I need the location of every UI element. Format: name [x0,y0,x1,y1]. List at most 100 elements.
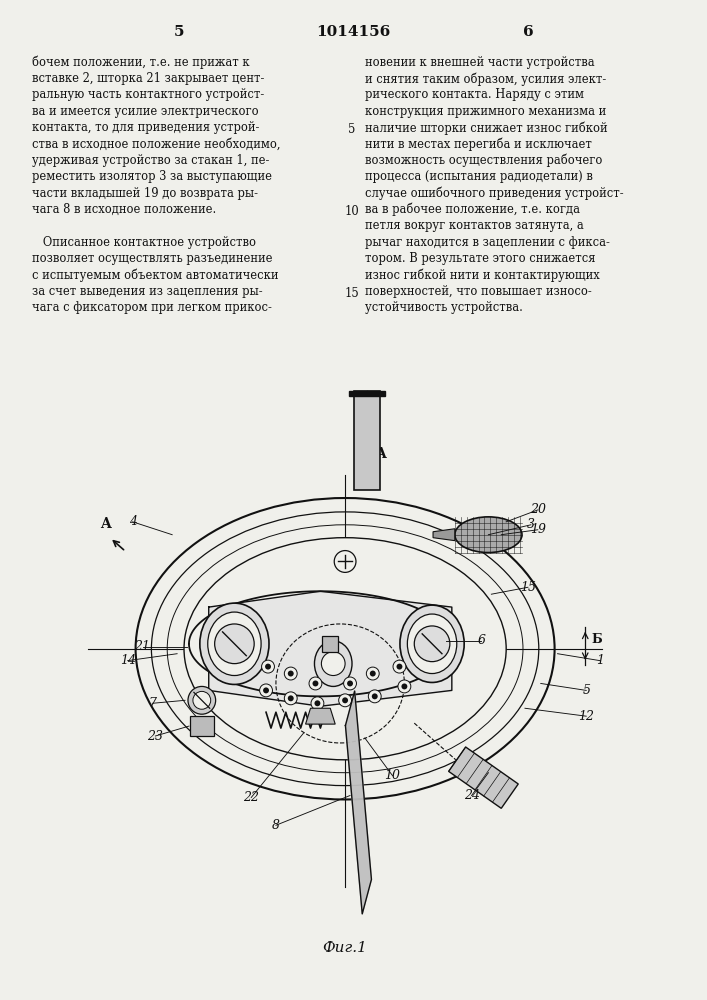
Text: ва и имеется усилие электрического: ва и имеется усилие электрического [32,105,259,118]
Text: случае ошибочного приведения устройст-: случае ошибочного приведения устройст- [365,187,624,200]
Text: A: A [100,517,111,531]
Text: контакта, то для приведения устрой-: контакта, то для приведения устрой- [32,121,259,134]
Circle shape [288,695,293,701]
Circle shape [259,684,272,697]
Circle shape [398,680,411,693]
Text: вставке 2, шторка 21 закрывает цент-: вставке 2, шторка 21 закрывает цент- [32,72,264,85]
Polygon shape [433,529,455,541]
Text: 23: 23 [147,730,163,743]
Polygon shape [354,391,380,490]
Text: реместить изолятор 3 за выступающие: реместить изолятор 3 за выступающие [32,170,271,183]
Text: 5: 5 [174,25,185,39]
Circle shape [322,652,345,676]
Polygon shape [349,391,385,396]
Text: 15: 15 [520,581,536,594]
Polygon shape [305,708,335,724]
Circle shape [397,664,402,670]
Text: 6: 6 [477,634,486,647]
Ellipse shape [200,603,269,684]
Ellipse shape [315,641,352,686]
Text: ральную часть контактного устройст-: ральную часть контактного устройст- [32,88,264,101]
Text: 5: 5 [349,123,356,136]
Ellipse shape [455,517,522,553]
FancyBboxPatch shape [190,716,214,736]
Text: Фиг.1: Фиг.1 [322,941,368,955]
Circle shape [288,671,293,677]
Text: конструкция прижимного механизма и: конструкция прижимного механизма и [365,105,606,118]
Circle shape [284,692,297,705]
Text: тором. В результате этого снижается: тором. В результате этого снижается [365,252,595,265]
Circle shape [311,697,324,710]
Text: 1: 1 [596,654,604,667]
Text: 10: 10 [385,769,401,782]
Text: 8: 8 [272,819,280,832]
Text: и снятия таким образом, усилия элект-: и снятия таким образом, усилия элект- [365,72,606,86]
Ellipse shape [188,686,216,714]
Text: бочем положении, т.е. не прижат к: бочем положении, т.е. не прижат к [32,56,250,69]
Circle shape [265,664,271,670]
Text: 3: 3 [527,518,535,531]
Circle shape [312,680,318,686]
Text: нити в местах перегиба и исключает: нити в местах перегиба и исключает [365,138,592,151]
Text: 15: 15 [344,287,359,300]
Circle shape [342,697,348,703]
Text: 20: 20 [530,503,546,516]
Text: 4: 4 [129,515,136,528]
FancyBboxPatch shape [322,636,338,652]
Text: устойчивость устройства.: устойчивость устройства. [365,301,522,314]
Circle shape [414,626,450,662]
Text: 21: 21 [134,640,151,653]
Text: Б: Б [591,633,602,646]
Circle shape [334,551,356,572]
Text: 10: 10 [344,205,359,218]
Text: новении к внешней части устройства: новении к внешней части устройства [365,56,595,69]
Circle shape [368,690,381,703]
Text: 12: 12 [578,710,594,723]
Text: A: A [375,447,385,461]
Text: 6: 6 [522,25,533,39]
Text: Описанное контактное устройство: Описанное контактное устройство [32,236,256,249]
Text: поверхностей, что повышает износо-: поверхностей, что повышает износо- [365,285,592,298]
Text: 5: 5 [583,684,590,697]
Circle shape [215,624,255,664]
Circle shape [284,667,297,680]
Text: 14: 14 [119,654,136,667]
Circle shape [366,667,379,680]
Text: возможность осуществления рабочего: возможность осуществления рабочего [365,154,602,167]
Text: с испытуемым объектом автоматически: с испытуемым объектом автоматически [32,268,279,282]
Text: чага 8 в исходное положение.: чага 8 в исходное положение. [32,203,216,216]
Text: наличие шторки снижает износ гибкой: наличие шторки снижает износ гибкой [365,121,607,135]
Polygon shape [346,691,371,914]
Circle shape [262,660,274,673]
Text: удерживая устройство за стакан 1, пе-: удерживая устройство за стакан 1, пе- [32,154,269,167]
Text: чага с фиксатором при легком прикос-: чага с фиксатором при легком прикос- [32,301,271,314]
Circle shape [309,677,322,690]
Text: 22: 22 [243,791,259,804]
Ellipse shape [400,605,464,682]
Circle shape [393,660,406,673]
Circle shape [370,671,375,677]
Circle shape [315,700,320,706]
Text: 24: 24 [464,789,479,802]
Text: рычаг находится в зацеплении с фикса-: рычаг находится в зацеплении с фикса- [365,236,609,249]
Text: процесса (испытания радиодетали) в: процесса (испытания радиодетали) в [365,170,592,183]
Text: ства в исходное положение необходимо,: ства в исходное положение необходимо, [32,138,281,151]
Circle shape [263,687,269,693]
Text: 1014156: 1014156 [316,25,390,39]
Circle shape [402,683,407,689]
Ellipse shape [184,538,506,760]
Circle shape [347,680,353,686]
Ellipse shape [193,691,211,709]
Text: части вкладышей 19 до возврата ры-: части вкладышей 19 до возврата ры- [32,187,258,200]
Text: 7: 7 [148,697,156,710]
Text: позволяет осуществлять разъединение: позволяет осуществлять разъединение [32,252,272,265]
Text: 19: 19 [530,523,546,536]
Text: рического контакта. Наряду с этим: рического контакта. Наряду с этим [365,88,584,101]
Circle shape [372,693,378,699]
Circle shape [344,677,356,690]
Circle shape [339,694,351,707]
Text: износ гибкой нити и контактирующих: износ гибкой нити и контактирующих [365,268,600,282]
Polygon shape [209,591,452,706]
Polygon shape [449,747,518,808]
Text: петля вокруг контактов затянута, а: петля вокруг контактов затянута, а [365,219,583,232]
